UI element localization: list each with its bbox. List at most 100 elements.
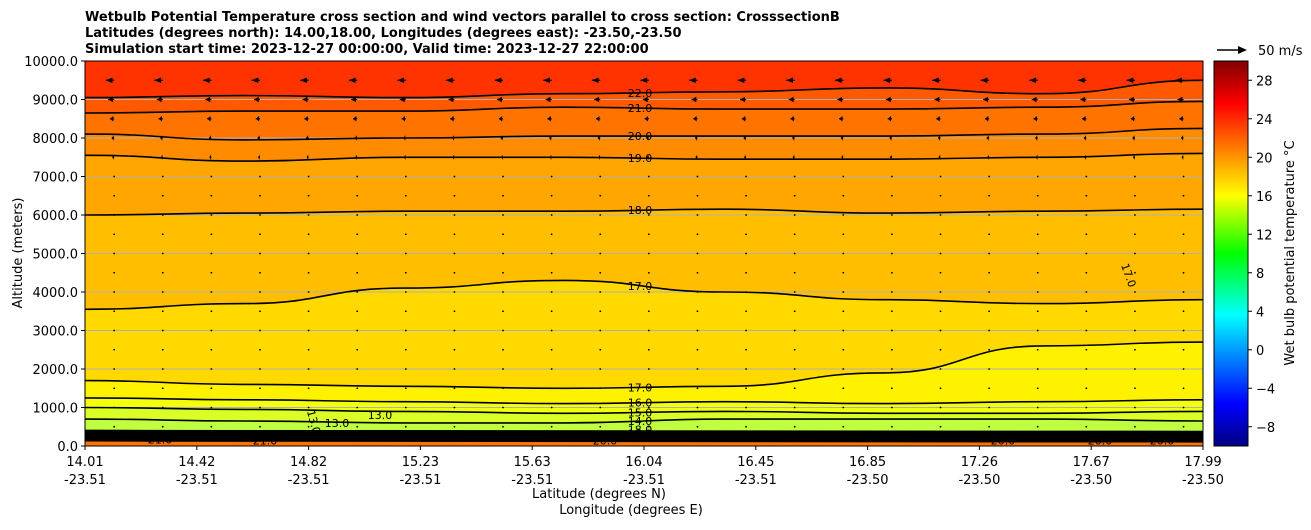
- wind-vector-head: [938, 135, 941, 141]
- wind-vector-dot: [793, 291, 796, 293]
- wind-vector-dot: [1036, 368, 1039, 370]
- wind-vector-dot: [1085, 348, 1088, 351]
- wind-vector-head: [841, 154, 843, 161]
- contour-line-15.0: [85, 397, 1203, 405]
- contour-label: 17.0: [628, 381, 653, 394]
- contour-label: 21.0: [628, 102, 653, 115]
- wind-vector-dot: [1085, 310, 1088, 313]
- wind-vector-dot: [210, 194, 213, 197]
- wind-vector-dot: [939, 252, 942, 255]
- wind-vector-dot: [939, 271, 942, 274]
- wind-vector-dot: [647, 175, 650, 178]
- x-tick-label-lon: -23.50: [847, 473, 889, 488]
- wind-vector-dot: [210, 233, 213, 236]
- colorbar-tick-label: −8: [1256, 421, 1275, 436]
- wind-vector-head: [984, 115, 989, 122]
- wind-vector-head: [644, 115, 649, 122]
- wind-vector-dot: [793, 194, 796, 197]
- wind-vector-head: [348, 77, 356, 84]
- wind-vector-dot: [793, 425, 796, 428]
- plot-area: [85, 61, 1203, 446]
- wind-vector-head: [591, 77, 599, 84]
- wind-vector-dot: [1134, 329, 1136, 332]
- wind-vector-dot: [599, 291, 602, 293]
- wind-vector-head: [549, 135, 552, 141]
- wind-vector-head: [549, 154, 552, 161]
- wind-vector-dot: [259, 329, 261, 332]
- wind-vector-dot: [502, 425, 504, 428]
- x-tick-label-lon: -23.51: [176, 473, 218, 488]
- wind-vector-dot: [1134, 387, 1136, 390]
- wind-vector-dot: [404, 233, 407, 236]
- wind-vector-dot: [745, 310, 747, 313]
- wind-vector-dot: [161, 348, 164, 351]
- wind-vector-head: [695, 154, 698, 161]
- wind-vector-dot: [356, 252, 359, 255]
- wind-vector-dot: [210, 214, 213, 216]
- wind-vector-head: [1132, 135, 1135, 141]
- wind-vector-head: [792, 154, 795, 161]
- wind-vector-dot: [891, 368, 893, 370]
- contour-label: 16.0: [628, 397, 653, 410]
- wind-vector-head: [450, 115, 454, 122]
- y-tick-label: 7000.0: [33, 171, 79, 186]
- wind-vector-dot: [842, 329, 845, 332]
- wind-vector-head: [596, 115, 600, 122]
- wind-vector-dot: [259, 175, 261, 178]
- wind-vector-dot: [599, 233, 602, 236]
- wind-vector-dot: [842, 310, 845, 313]
- wind-vector-dot: [599, 368, 602, 370]
- wind-vector-dot: [453, 425, 456, 428]
- wind-vector-dot: [939, 194, 942, 197]
- wind-vector-dot: [891, 214, 893, 216]
- wind-vector-head: [597, 135, 600, 141]
- wind-vector-head: [839, 115, 843, 122]
- title-line-1: Wetbulb Potential Temperature cross sect…: [85, 10, 840, 25]
- wind-vector-dot: [404, 194, 407, 197]
- wind-vector-dot: [161, 425, 164, 428]
- wind-vector-dot: [745, 214, 747, 216]
- wind-vector-dot: [599, 329, 602, 332]
- wind-vector-dot: [502, 271, 504, 274]
- wind-vector-dot: [1134, 233, 1136, 236]
- wind-vector-dot: [404, 348, 407, 351]
- wind-vector-dot: [988, 310, 991, 313]
- wind-vector-dot: [1182, 368, 1185, 370]
- wind-vector-dot: [1134, 175, 1136, 178]
- quiver-key: 50 m/s: [1217, 44, 1303, 59]
- wind-vector-dot: [1036, 233, 1039, 236]
- y-axis-label: Altitude (meters): [11, 198, 26, 309]
- wind-vector-dot: [793, 348, 796, 351]
- wind-vector-dot: [939, 233, 942, 236]
- wind-vector-dot: [647, 310, 650, 313]
- wind-vector-dot: [453, 406, 456, 409]
- wind-vector-dot: [696, 271, 699, 274]
- wind-vector-dot: [599, 310, 602, 313]
- wind-vector-head: [202, 77, 210, 84]
- wind-vector-head: [154, 77, 162, 84]
- y-tick-label: 8000.0: [33, 132, 79, 147]
- wind-vector-head: [105, 77, 113, 84]
- wind-vector-dot: [550, 310, 553, 313]
- wind-vector-head: [1179, 115, 1183, 122]
- wind-vector-dot: [113, 406, 116, 409]
- wind-vector-dot: [550, 329, 553, 332]
- wind-vector-dot: [988, 387, 991, 390]
- wind-vector-dot: [550, 425, 553, 428]
- contour-label: 14.0: [628, 415, 653, 428]
- wind-vector-dot: [1085, 194, 1088, 197]
- wind-vector-dot: [210, 425, 213, 428]
- wind-vector-head: [306, 154, 309, 161]
- wind-vector-dot: [502, 252, 504, 255]
- x-tick-label-lat: 14.01: [66, 455, 103, 470]
- wind-vector-head: [251, 77, 259, 84]
- x-tick-label-lon: -23.51: [288, 473, 330, 488]
- wind-vector-dot: [307, 310, 310, 313]
- wind-vector-dot: [210, 271, 213, 274]
- wind-vector-dot: [793, 214, 796, 216]
- contour-line-13.0: [85, 418, 1203, 424]
- colorbar-tick-label: 16: [1256, 190, 1273, 205]
- contour-label: 18.0: [628, 424, 653, 437]
- wind-vector-dot: [502, 329, 504, 332]
- wind-vector-dot: [161, 406, 164, 409]
